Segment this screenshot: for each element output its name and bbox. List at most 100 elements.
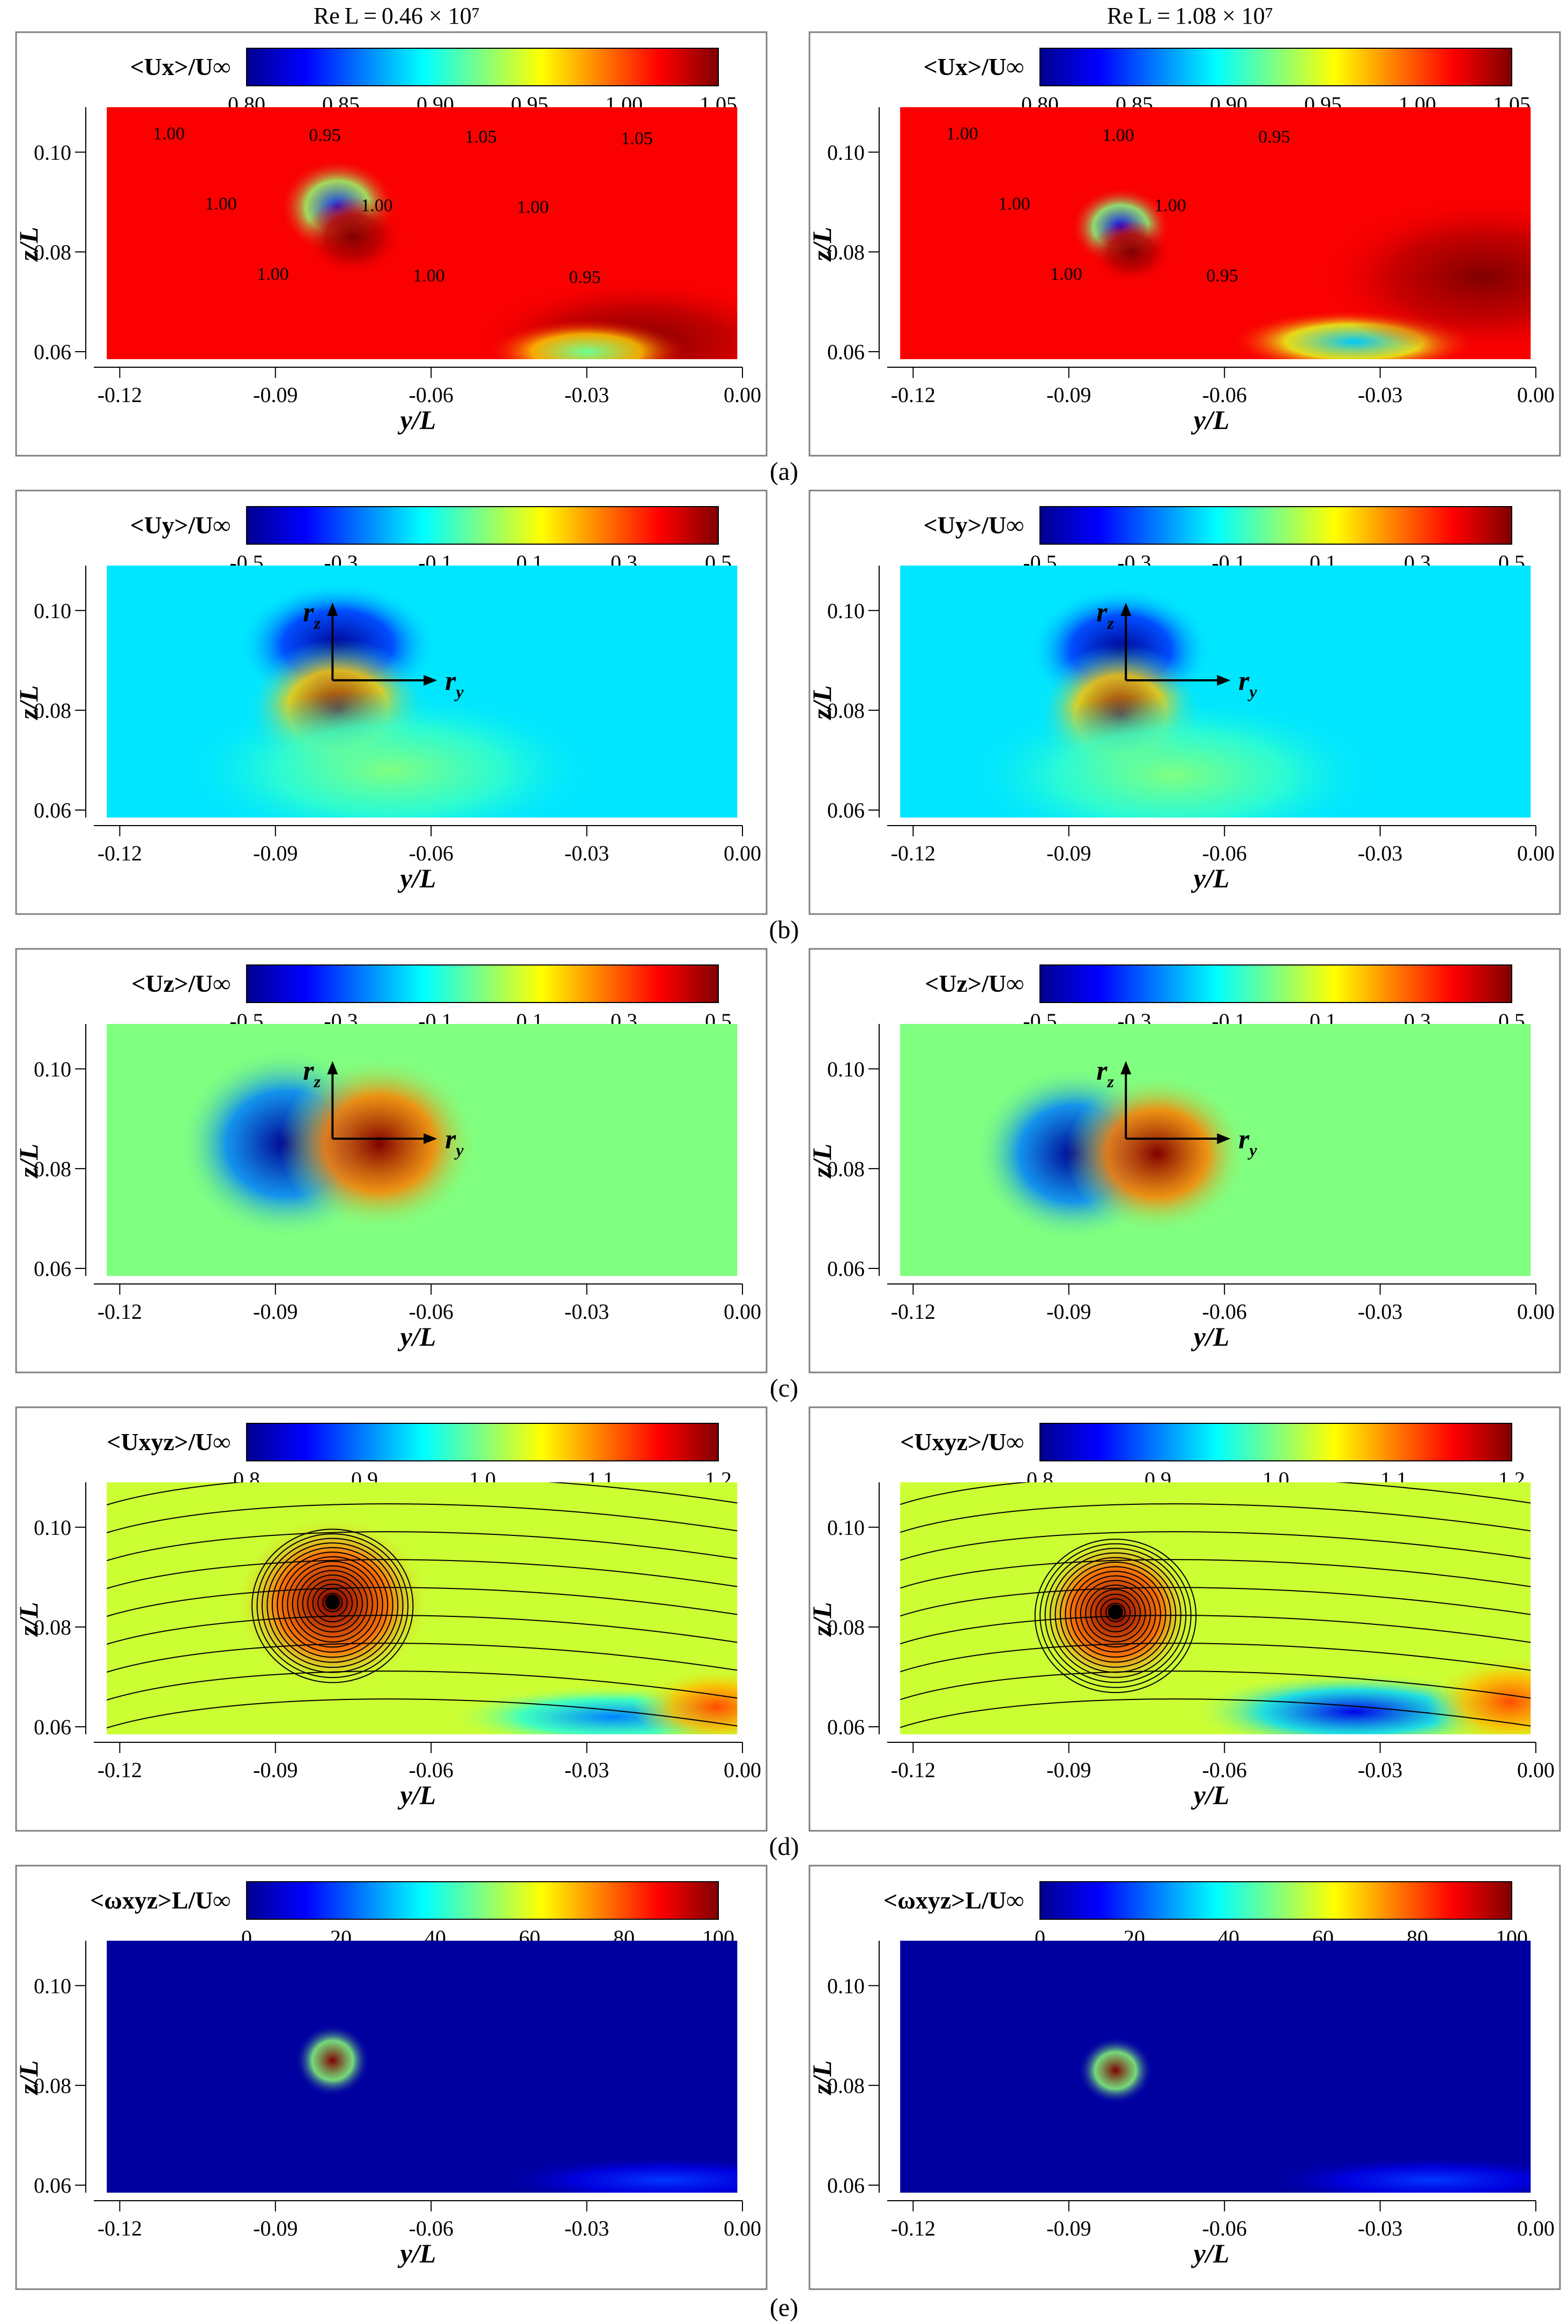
x-axis-label: y/L bbox=[398, 1780, 436, 1810]
x-tick-label: -0.12 bbox=[891, 1758, 935, 1782]
heatmap-field bbox=[900, 1024, 1531, 1276]
streamline bbox=[1060, 1561, 1171, 1668]
x-axis-label: y/L bbox=[1191, 1780, 1230, 1810]
y-tick-label: 0.10 bbox=[34, 1516, 71, 1540]
contour-label: 1.00 bbox=[998, 194, 1030, 214]
field-feature bbox=[1426, 1654, 1531, 1734]
x-tick-label: -0.09 bbox=[253, 841, 298, 865]
x-tick-label: -0.03 bbox=[1358, 2216, 1402, 2240]
panel-label-c: (c) bbox=[769, 1374, 799, 1402]
colorbar bbox=[1039, 506, 1512, 545]
streamline bbox=[1075, 1575, 1156, 1653]
streamline bbox=[900, 1531, 1531, 1561]
contour-label: 1.00 bbox=[257, 264, 289, 284]
colorbar-label: <Uz>/U∞ bbox=[131, 970, 231, 997]
contour-label: 1.00 bbox=[1050, 264, 1082, 284]
rz-arrowhead bbox=[1120, 603, 1132, 617]
colorbar bbox=[246, 48, 719, 86]
x-tick-label: -0.12 bbox=[891, 1300, 935, 1324]
streamline bbox=[107, 1615, 738, 1645]
heatmap-field bbox=[900, 566, 1531, 818]
panel-frame bbox=[15, 948, 768, 1373]
streamline bbox=[1105, 1602, 1126, 1622]
streamline bbox=[307, 1579, 358, 1628]
x-tick-label: 0.00 bbox=[1517, 383, 1555, 407]
y-tick-label: 0.06 bbox=[827, 1715, 865, 1739]
y-axis-label: z/L bbox=[13, 227, 43, 262]
streamline bbox=[107, 1643, 738, 1673]
y-axis-label: z/L bbox=[807, 685, 837, 721]
contour-label: 0.95 bbox=[569, 268, 601, 287]
field-feature bbox=[1078, 2037, 1153, 2104]
column-title-left: Re L = 0.46 × 10⁷ bbox=[313, 3, 480, 29]
y-tick-label: 0.06 bbox=[34, 340, 71, 364]
y-tick-label: 0.06 bbox=[34, 2173, 71, 2197]
streamline bbox=[1080, 1580, 1151, 1648]
contour-label: 0.95 bbox=[309, 125, 341, 145]
x-tick-label: 0.00 bbox=[1517, 841, 1555, 865]
x-tick-label: -0.12 bbox=[98, 1758, 142, 1782]
contour-label: 1.00 bbox=[946, 124, 978, 144]
streamline bbox=[900, 1643, 1531, 1673]
panel-frame bbox=[808, 1406, 1561, 1832]
streamline bbox=[281, 1556, 383, 1653]
contour-label: 1.00 bbox=[1154, 196, 1186, 216]
streamline bbox=[107, 1531, 738, 1562]
x-tick-label: -0.09 bbox=[253, 1758, 298, 1782]
streamline bbox=[900, 1698, 1531, 1728]
streamline bbox=[1069, 1570, 1161, 1658]
x-tick-label: -0.03 bbox=[1358, 1300, 1402, 1324]
y-axis-label: z/L bbox=[807, 1602, 837, 1637]
x-tick-label: -0.12 bbox=[891, 383, 935, 407]
contour-label: 1.00 bbox=[153, 124, 185, 144]
panel-frame bbox=[15, 1865, 768, 2290]
colorbar bbox=[1039, 1881, 1512, 1920]
x-tick-label: -0.03 bbox=[564, 1300, 609, 1324]
streamline bbox=[271, 1547, 393, 1663]
field-feature bbox=[295, 2024, 370, 2097]
x-tick-label: -0.12 bbox=[98, 841, 142, 865]
streamline bbox=[900, 1615, 1531, 1645]
streamline bbox=[900, 1587, 1531, 1617]
ry-label: ry bbox=[445, 1124, 464, 1160]
x-tick-label: -0.06 bbox=[409, 1300, 454, 1324]
y-tick-label: 0.10 bbox=[827, 1974, 865, 1998]
x-axis-label: y/L bbox=[398, 405, 436, 435]
x-tick-label: -0.12 bbox=[98, 2216, 142, 2240]
x-axis-label: y/L bbox=[1191, 2238, 1230, 2268]
streamline bbox=[256, 1533, 408, 1679]
x-tick-label: 0.00 bbox=[724, 383, 761, 407]
contour-label: 1.05 bbox=[621, 129, 653, 149]
y-axis-label: z/L bbox=[13, 1602, 43, 1637]
y-tick-label: 0.06 bbox=[34, 1257, 71, 1281]
streamline bbox=[1085, 1584, 1146, 1643]
x-tick-label: -0.09 bbox=[253, 1300, 298, 1324]
streamline bbox=[1100, 1598, 1131, 1628]
streamline bbox=[1090, 1589, 1141, 1638]
field-feature bbox=[303, 197, 403, 277]
y-tick-label: 0.08 bbox=[34, 1615, 71, 1639]
chart-e-right: <ωxyz>L/U∞0 20 40 60 80 100-0.12 -0.09 -0.06 -0.… bbox=[807, 1865, 1561, 2290]
y-axis-label: z/L bbox=[13, 1144, 43, 1179]
y-tick-label: 0.06 bbox=[827, 1257, 865, 1281]
y-tick-label: 0.08 bbox=[827, 699, 865, 723]
streamline bbox=[900, 1559, 1531, 1589]
chart-d-right: <Uxyz>/U∞0.8 0.9 1.0 1.1 1.2-0.12 -0.09 -0.06-… bbox=[807, 1406, 1561, 1832]
colorbar-label: <Ux>/U∞ bbox=[130, 53, 231, 80]
y-tick-label: 0.08 bbox=[34, 240, 71, 264]
x-tick-label: 0.00 bbox=[1517, 1758, 1555, 1782]
y-tick-label: 0.06 bbox=[827, 798, 865, 822]
x-tick-label: 0.00 bbox=[724, 841, 761, 865]
colorbar-label: <Ux>/U∞ bbox=[924, 53, 1024, 80]
streamline bbox=[107, 1670, 738, 1701]
ry-arrowhead bbox=[1217, 675, 1231, 686]
y-axis-label: z/L bbox=[13, 2060, 43, 2096]
panel-frame bbox=[808, 1865, 1561, 2290]
y-tick-label: 0.08 bbox=[34, 699, 71, 723]
colorbar bbox=[246, 964, 719, 1003]
field-feature bbox=[1266, 2156, 1531, 2193]
streamline bbox=[277, 1551, 389, 1658]
heatmap-field bbox=[900, 1482, 1531, 1734]
y-tick-label: 0.10 bbox=[34, 1057, 71, 1081]
x-tick-label: -0.12 bbox=[98, 1300, 142, 1324]
